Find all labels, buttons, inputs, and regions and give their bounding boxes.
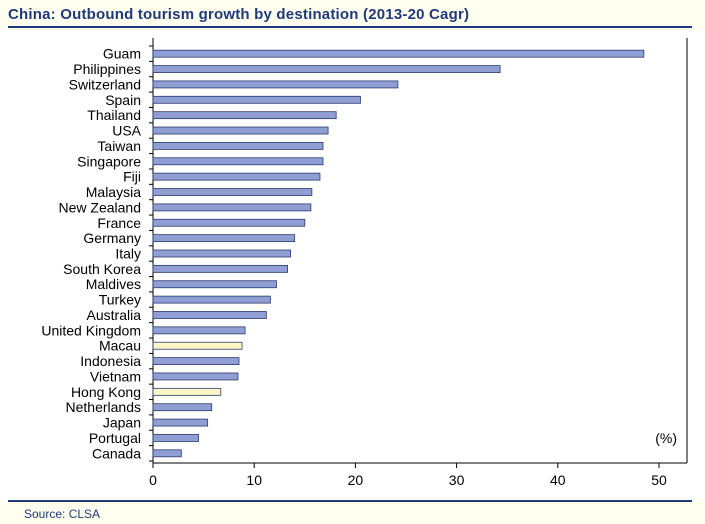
footer: Source: CLSA: [8, 500, 692, 524]
category-label: Portugal: [89, 430, 141, 446]
category-label: South Korea: [63, 261, 141, 277]
bar-chart: GuamPhilippinesSwitzerlandSpainThailandU…: [41, 38, 688, 488]
bar-portugal: [152, 434, 199, 442]
category-label: Taiwan: [97, 138, 141, 154]
bar-fiji: [152, 172, 321, 181]
bar-taiwan: [152, 142, 324, 150]
category-label: Australia: [87, 307, 142, 323]
bar-maldives: [152, 280, 277, 289]
bar-macau: [152, 341, 243, 350]
chart-area: Guam Philippines Switzerland Spain Thailand U…: [0, 30, 705, 500]
bar-usa: [152, 126, 329, 135]
x-tick-label: 10: [246, 472, 262, 488]
category-label: Switzerland: [69, 76, 141, 92]
bar-australia: [152, 311, 267, 319]
category-label: New Zealand: [59, 199, 142, 215]
bar-italy: [152, 249, 292, 258]
bar-turkey: [152, 295, 271, 304]
category-label: Hong Kong: [71, 384, 141, 400]
bar-philippines: [152, 65, 501, 73]
category-label: United Kingdom: [41, 322, 141, 338]
unit-label: (%): [655, 430, 677, 446]
category-label: Vietnam: [90, 368, 141, 384]
bar-united-kingdom: [152, 326, 246, 335]
category-label: Germany: [83, 230, 141, 246]
bar-france: [152, 218, 306, 227]
category-label: Malaysia: [86, 184, 141, 200]
category-label: Italy: [115, 246, 141, 262]
category-label: France: [97, 215, 141, 231]
bar-netherlands: [152, 403, 213, 412]
category-label: USA: [112, 123, 141, 139]
category-label: Guam: [103, 46, 141, 62]
category-label: Netherlands: [66, 399, 142, 415]
category-label: Indonesia: [80, 353, 141, 369]
title-bar: China: Outbound tourism growth by destin…: [8, 4, 692, 28]
bar-singapore: [152, 157, 324, 166]
source-note: Source: CLSA: [24, 507, 101, 521]
category-label: Spain: [105, 92, 141, 108]
bar-switzerland: [152, 80, 399, 89]
bar-malaysia: [152, 188, 313, 196]
x-tick-label: 40: [550, 472, 566, 488]
bar-guam: [152, 49, 645, 58]
category-label: Philippines: [73, 61, 141, 77]
chart-title: China: Outbound tourism growth by destin…: [8, 6, 470, 23]
x-tick-label: 20: [348, 472, 364, 488]
bar-south-korea: [152, 264, 288, 273]
x-tick-label: 30: [449, 472, 465, 488]
bar-thailand: [152, 111, 337, 120]
category-label: Turkey: [99, 292, 141, 308]
category-label: Thailand: [87, 107, 141, 123]
x-tick-label: 0: [149, 472, 157, 488]
x-tick-label: 50: [651, 472, 667, 488]
category-label: Macau: [99, 338, 141, 354]
bar-japan: [152, 418, 209, 427]
bar-canada: [152, 449, 182, 458]
category-label: Singapore: [77, 153, 141, 169]
category-label: Japan: [103, 415, 141, 431]
bar-vietnam: [152, 372, 239, 381]
category-label: Fiji: [123, 169, 141, 185]
bar-germany: [152, 234, 296, 243]
bar-spain: [152, 95, 361, 104]
bar-new-zealand: [152, 203, 312, 212]
category-label: Canada: [92, 445, 141, 461]
bar-hong-kong: [152, 387, 222, 396]
category-label: Maldives: [86, 276, 141, 292]
bar-indonesia: [152, 357, 240, 365]
